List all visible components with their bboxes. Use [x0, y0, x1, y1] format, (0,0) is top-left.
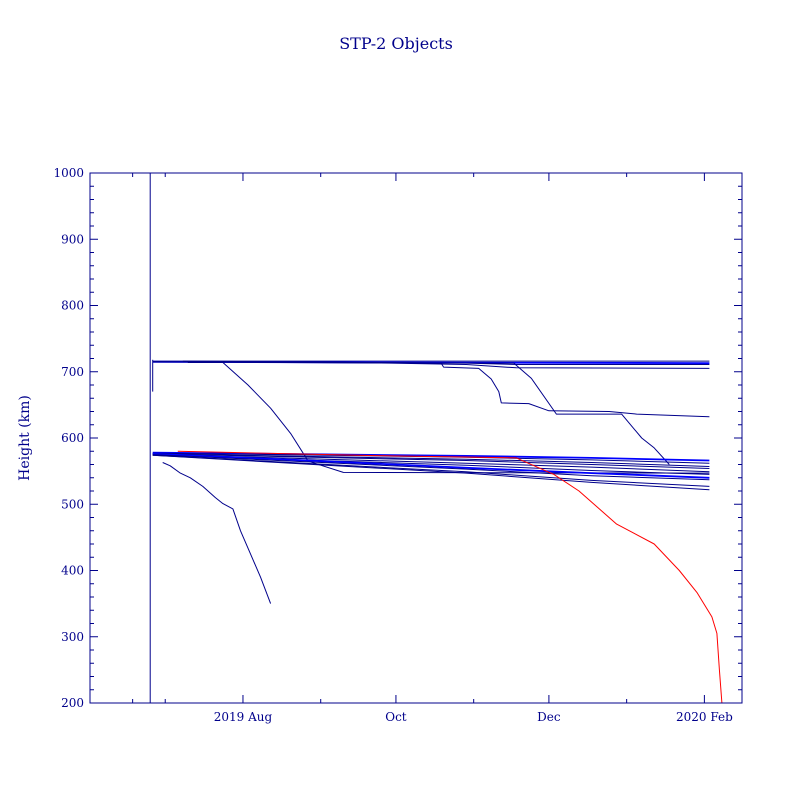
- x-tick-label: Oct: [385, 710, 407, 724]
- y-tick-label: 300: [61, 630, 84, 644]
- y-axis-title: Height (km): [17, 395, 33, 481]
- y-tick-label: 400: [61, 564, 84, 578]
- series-line-deorbit-low: [162, 462, 272, 604]
- y-tick-label: 800: [61, 299, 84, 313]
- y-tick-label: 1000: [53, 166, 84, 180]
- y-tick-label: 700: [61, 365, 84, 379]
- series-line-high-5: [182, 360, 710, 418]
- y-tick-label: 900: [61, 232, 84, 246]
- plot-frame: [89, 172, 743, 704]
- x-tick-label: 2019 Aug: [214, 710, 273, 724]
- series-line-low-8: [152, 454, 710, 481]
- x-tick-label: Dec: [537, 710, 561, 724]
- series-line-deorbit-high: [187, 362, 710, 474]
- series-line-decay-red: [177, 450, 723, 704]
- x-tick-label: 2020 Feb: [676, 710, 733, 724]
- series-line-high-6: [152, 361, 670, 465]
- series-layer: [149, 173, 723, 704]
- axes: 200 300 400 500 600 700 800 900 1000 2019 Aug Oct D…: [53, 166, 743, 724]
- series-line-low-10: [152, 454, 710, 491]
- series-line-low-7: [152, 453, 710, 479]
- y-tick-label: 600: [61, 431, 84, 445]
- y-tick-label: 200: [61, 696, 84, 710]
- chart-title: STP-2 Objects: [339, 34, 453, 53]
- y-tick-label: 500: [61, 497, 84, 511]
- series-line-low-4: [152, 453, 710, 469]
- series-line-low-1: [152, 451, 710, 462]
